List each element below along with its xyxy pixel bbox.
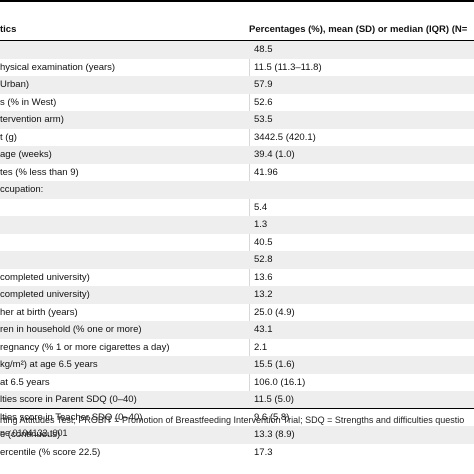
footnote-line-2: ne.0104132.t001 xyxy=(0,428,68,438)
table-row: 40.5 xyxy=(0,234,474,252)
row-value: 13.6 xyxy=(254,271,273,283)
table-row: 48.5 xyxy=(0,41,474,59)
table-row: tes (% less than 9) 41.96 xyxy=(0,164,474,182)
table-row: 52.8 xyxy=(0,251,474,269)
row-label: age (weeks) xyxy=(0,149,52,160)
row-label: ren in household (% one or more) xyxy=(0,324,142,335)
row-value: 2.1 xyxy=(254,341,268,353)
table-row: kg/m²) at age 6.5 years 15.5 (1.6) xyxy=(0,356,474,374)
table-header: tics Percentages (%), mean (SD) or media… xyxy=(0,18,474,40)
table-row: at 6.5 years 106.0 (16.1) xyxy=(0,374,474,392)
row-value: 11.5 (5.0) xyxy=(254,394,294,405)
row-label: tes (% less than 9) xyxy=(0,166,79,178)
table-row: lties score in Teacher SDQ (0–40) 9.6 (5.… xyxy=(0,409,474,427)
row-label: her at birth (years) xyxy=(0,306,78,318)
table-footnote: rting Attitudes Test; PROBIT = Promotion… xyxy=(0,414,474,440)
row-label: e (continuous) xyxy=(0,429,61,440)
table-row: ccupation: xyxy=(0,181,474,199)
table-row: ercentile (% score 22.5) 17.3 xyxy=(0,444,474,462)
table-row: t (g) 3442.5 (420.1) xyxy=(0,129,474,147)
row-value: 9.6 (5.8) xyxy=(254,411,290,423)
row-value: 5.4 xyxy=(254,201,268,213)
row-label: kg/m²) at age 6.5 years xyxy=(0,359,98,370)
row-value: 17.3 xyxy=(254,446,273,458)
row-value: 48.5 xyxy=(254,44,273,55)
row-label: lties score in Parent SDQ (0–40) xyxy=(0,394,137,405)
row-value: 53.5 xyxy=(254,114,273,125)
table-row: 5.4 xyxy=(0,199,474,217)
table-row: s (% in West) 52.6 xyxy=(0,94,474,112)
bottom-rule xyxy=(0,408,474,409)
header-characteristics: tics xyxy=(0,24,17,35)
row-value: 40.5 xyxy=(254,236,273,248)
header-percentages: Percentages (%), mean (SD) or median (IQ… xyxy=(249,24,468,35)
table-row: age (weeks) 39.4 (1.0) xyxy=(0,146,474,164)
row-value: 13.2 xyxy=(254,289,273,300)
row-value: 43.1 xyxy=(254,324,273,335)
row-value: 15.5 (1.6) xyxy=(254,359,295,370)
header-rule xyxy=(0,40,474,41)
table-row: completed university) 13.6 xyxy=(0,269,474,287)
table-row: completed university) 13.2 xyxy=(0,286,474,304)
row-value: 106.0 (16.1) xyxy=(254,376,306,388)
footnote-line-1: rting Attitudes Test; PROBIT = Promotion… xyxy=(0,415,465,425)
row-value: 52.8 xyxy=(254,254,273,265)
table-row: ren in household (% one or more) 43.1 xyxy=(0,321,474,339)
row-label: completed university) xyxy=(0,271,90,283)
row-value: 25.0 (4.9) xyxy=(254,306,295,318)
row-label: hysical examination (years) xyxy=(0,61,116,73)
row-label: tervention arm) xyxy=(0,114,64,125)
table-row: regnancy (% 1 or more cigarettes a day) 2… xyxy=(0,339,474,357)
row-value: 11.5 (11.3–11.8) xyxy=(254,61,322,73)
row-label: at 6.5 years xyxy=(0,376,50,388)
row-value: 41.96 xyxy=(254,166,278,178)
row-value: 39.4 (1.0) xyxy=(254,149,295,160)
row-value: 3442.5 (420.1) xyxy=(254,131,316,143)
table-row: her at birth (years) 25.0 (4.9) xyxy=(0,304,474,322)
row-label: ccupation: xyxy=(0,184,44,195)
row-label: Urban) xyxy=(0,79,30,90)
row-label: completed university) xyxy=(0,289,90,300)
row-label: s (% in West) xyxy=(0,96,57,108)
row-label: regnancy (% 1 or more cigarettes a day) xyxy=(0,341,170,353)
table-row: tervention arm) 53.5 xyxy=(0,111,474,129)
row-value: 1.3 xyxy=(254,219,268,230)
row-value: 52.6 xyxy=(254,96,273,108)
row-label: lties score in Teacher SDQ (0–40) xyxy=(0,411,143,423)
table-body: 48.5 hysical examination (years) 11.5 (11.… xyxy=(0,41,474,461)
row-label: ercentile (% score 22.5) xyxy=(0,446,101,458)
table-row: hysical examination (years) 11.5 (11.3–11… xyxy=(0,59,474,77)
row-value: 13.3 (8.9) xyxy=(254,429,295,440)
table-row: Urban) 57.9 xyxy=(0,76,474,94)
table-row: 1.3 xyxy=(0,216,474,234)
row-label: t (g) xyxy=(0,131,17,143)
table-row: lties score in Parent SDQ (0–40) 11.5 (5.… xyxy=(0,391,474,409)
row-value: 57.9 xyxy=(254,79,273,90)
table-row: e (continuous) 13.3 (8.9) xyxy=(0,426,474,444)
top-rule xyxy=(0,0,474,2)
